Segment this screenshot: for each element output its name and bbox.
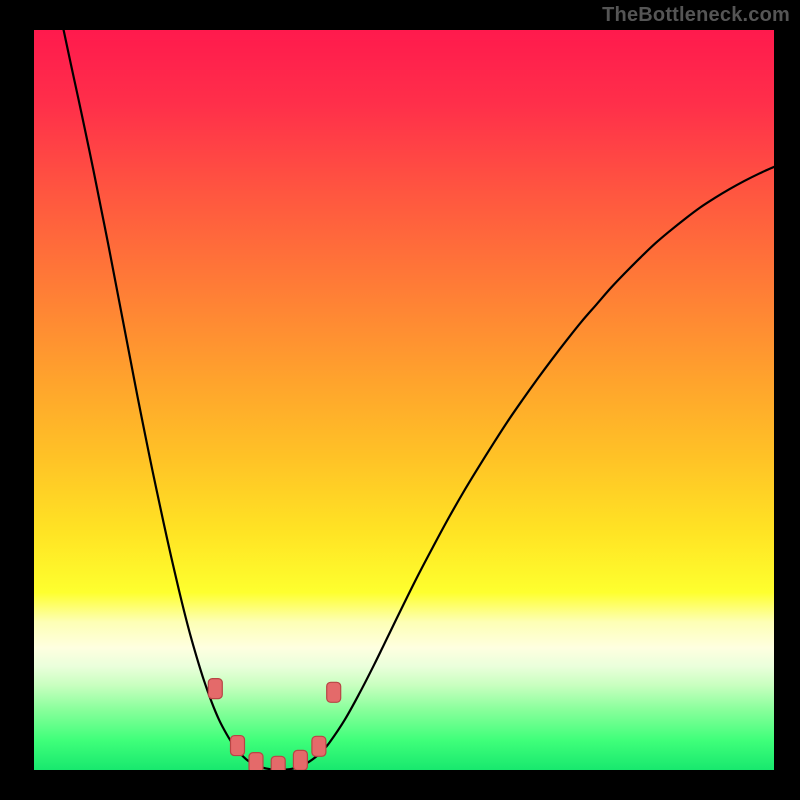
data-marker xyxy=(327,682,341,702)
data-marker xyxy=(293,750,307,770)
canvas-root: TheBottleneck.com xyxy=(0,0,800,800)
gradient-background xyxy=(34,30,774,770)
data-marker xyxy=(208,679,222,699)
data-marker xyxy=(249,753,263,770)
data-marker xyxy=(312,736,326,756)
plot-area xyxy=(34,30,774,770)
data-marker xyxy=(271,756,285,770)
chart-svg xyxy=(34,30,774,770)
data-marker xyxy=(231,736,245,756)
watermark-text: TheBottleneck.com xyxy=(602,4,790,27)
